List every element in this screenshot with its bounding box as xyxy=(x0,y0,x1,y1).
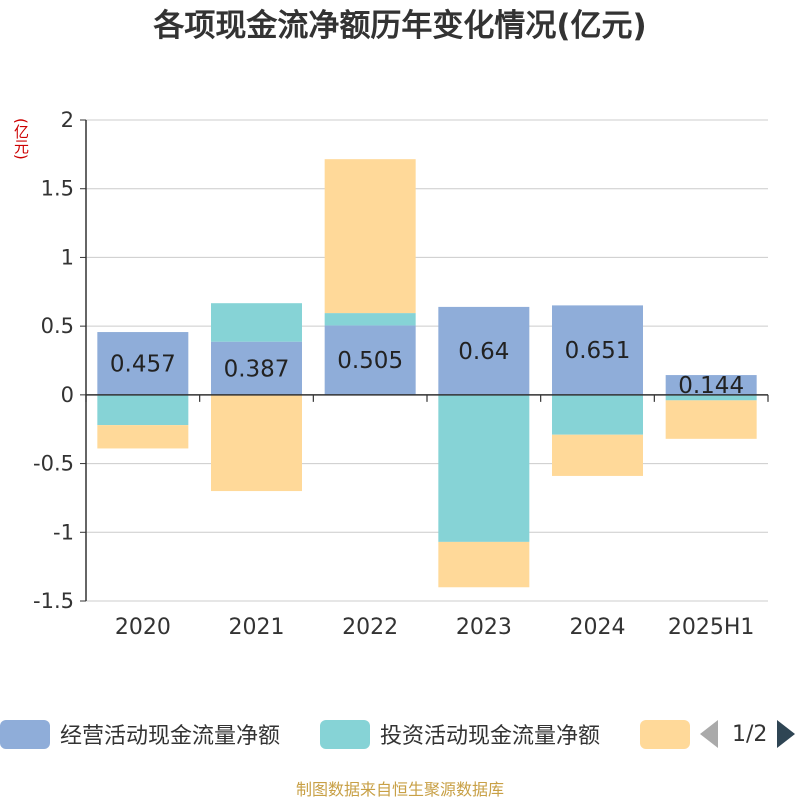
bar-third xyxy=(665,400,757,439)
x-tick-label: 2021 xyxy=(229,615,285,640)
x-tick-label: 2023 xyxy=(456,615,512,640)
bar-third xyxy=(438,541,530,588)
data-source-note: 制图数据来自恒生聚源数据库 xyxy=(295,780,504,799)
bar-operating xyxy=(438,306,530,395)
data-label: 0.64 xyxy=(458,339,509,365)
x-tick-label: 2020 xyxy=(115,615,171,640)
legend-item-operating[interactable]: 经营活动现金流量净额 xyxy=(0,719,280,749)
y-tick-label: 0 xyxy=(61,383,74,407)
y-tick-label: 2 xyxy=(61,108,74,132)
data-label: 0.387 xyxy=(224,356,290,382)
legend-pager: 1/2 xyxy=(700,719,796,749)
legend-item-investing[interactable]: 投资活动现金流量净额 xyxy=(320,719,600,749)
bar-investing xyxy=(552,394,643,435)
bar-third xyxy=(324,159,416,314)
bar-operating xyxy=(665,375,757,395)
legend-label-operating: 经营活动现金流量净额 xyxy=(60,724,281,749)
legend-swatch-operating xyxy=(0,719,50,749)
data-label: 0.457 xyxy=(110,351,176,377)
bar-investing xyxy=(211,303,302,342)
legend-item-third[interactable] xyxy=(640,719,700,749)
bar-operating xyxy=(211,341,302,395)
bar-investing xyxy=(324,313,416,326)
data-label: 0.651 xyxy=(565,338,631,364)
legend-label-investing: 投资活动现金流量净额 xyxy=(380,724,601,749)
bar-third xyxy=(97,425,189,449)
bar-operating xyxy=(324,325,416,395)
bar-investing xyxy=(665,394,757,401)
bar-third xyxy=(552,434,643,476)
legend-next-page-icon[interactable] xyxy=(777,720,796,748)
bar-investing xyxy=(97,394,189,426)
legend-swatch-investing xyxy=(320,719,370,749)
bar-investing xyxy=(438,394,530,542)
chart-title: 各项现金流净额历年变化情况(亿元) xyxy=(153,8,647,44)
x-tick-label: 2022 xyxy=(342,615,398,640)
legend: 经营活动现金流量净额 投资活动现金流量净额 1/2 xyxy=(0,713,800,755)
bar-operating xyxy=(552,305,643,395)
y-tick-label: -0.5 xyxy=(33,452,74,476)
y-tick-label: 0.5 xyxy=(41,314,74,338)
x-tick-label: 2024 xyxy=(570,615,626,640)
legend-page-indicator: 1/2 xyxy=(732,721,768,747)
y-tick-label: 1 xyxy=(61,245,74,269)
legend-swatch-third xyxy=(640,719,690,749)
bar-operating xyxy=(97,332,189,395)
y-tick-label: -1 xyxy=(53,520,74,544)
legend-prev-page-icon[interactable] xyxy=(700,720,718,748)
data-label: 0.505 xyxy=(337,348,403,374)
y-axis-unit-label: (亿元) xyxy=(12,118,30,160)
y-tick-label: 1.5 xyxy=(41,177,74,201)
x-tick-label: 2025H1 xyxy=(668,615,755,640)
bar-third xyxy=(211,394,302,492)
y-tick-label: -1.5 xyxy=(33,589,74,613)
